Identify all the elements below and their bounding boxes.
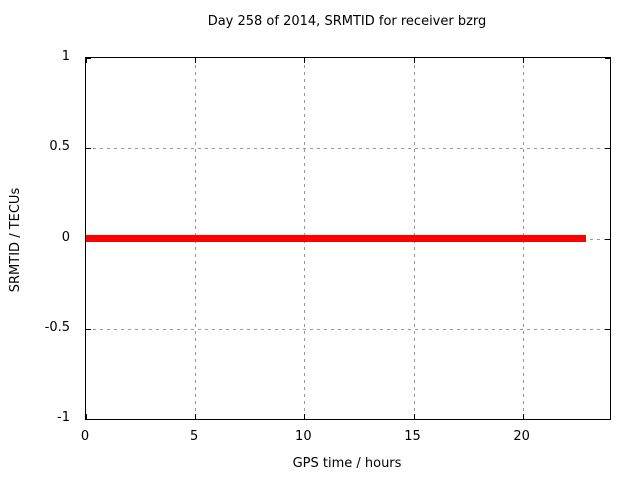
tick-mark: [605, 419, 610, 420]
y-tick-label: 0: [61, 229, 70, 245]
tick-mark: [522, 58, 524, 63]
y-tick-label: -0.5: [44, 319, 70, 335]
tick-mark: [86, 414, 87, 419]
grid-line-horizontal: [86, 328, 610, 330]
tick-mark: [304, 414, 306, 419]
x-tick-label: 0: [80, 429, 90, 444]
chart-title: Day 258 of 2014, SRMTID for receiver bzr…: [207, 14, 487, 29]
tick-mark: [413, 58, 415, 63]
x-tick-label: 5: [190, 429, 199, 444]
tick-mark: [195, 414, 197, 419]
tick-mark: [86, 148, 91, 150]
tick-mark: [605, 148, 610, 150]
tick-mark: [86, 58, 91, 59]
tick-mark: [605, 58, 610, 59]
tick-mark: [522, 414, 524, 419]
x-axis-label: GPS time / hours: [292, 456, 402, 471]
x-tick-label: 10: [295, 429, 312, 444]
tick-mark: [605, 238, 610, 240]
tick-mark: [86, 328, 91, 330]
x-tick-label: 15: [404, 429, 421, 444]
y-tick-label: 0.5: [49, 139, 70, 155]
tick-mark: [195, 58, 197, 63]
y-tick-label: 1: [61, 49, 70, 64]
data-line: [86, 235, 586, 242]
tick-mark: [86, 58, 87, 63]
tick-mark: [605, 328, 610, 330]
plot-area: [85, 57, 611, 420]
y-tick-label: -1: [57, 410, 70, 425]
tick-mark: [86, 419, 91, 420]
x-tick-label: 20: [513, 429, 530, 444]
tick-mark: [413, 414, 415, 419]
grid-line-horizontal: [86, 148, 610, 150]
tick-mark: [304, 58, 306, 63]
